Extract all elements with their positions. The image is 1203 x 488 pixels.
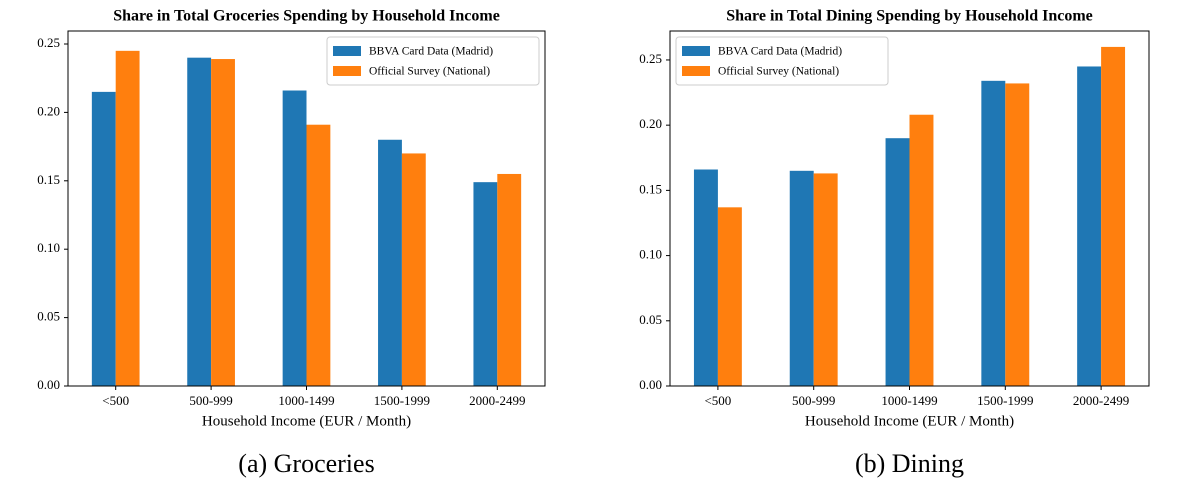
legend: BBVA Card Data (Madrid) Official Survey (… bbox=[326, 36, 540, 86]
y-tick-label: 0.25 bbox=[37, 35, 60, 50]
caption: (a) Groceries bbox=[238, 449, 374, 478]
x-tick-label: 2000-2499 bbox=[1073, 393, 1129, 408]
y-tick-label: 0.20 bbox=[639, 116, 662, 131]
y-tick-label: 0.20 bbox=[37, 103, 60, 118]
legend-swatch bbox=[682, 66, 710, 76]
y-tick-label: 0.00 bbox=[37, 377, 60, 392]
chart-title: Share in Total Groceries Spending by Hou… bbox=[113, 8, 500, 25]
x-tick-label: 1000-1499 bbox=[881, 393, 937, 408]
bar bbox=[789, 170, 814, 386]
y-tick-label: 0.05 bbox=[37, 309, 60, 324]
legend: BBVA Card Data (Madrid) Official Survey (… bbox=[675, 36, 889, 86]
x-tick-label: <500 bbox=[102, 393, 129, 408]
bar bbox=[282, 90, 307, 386]
y-tick-label: 0.00 bbox=[639, 377, 662, 392]
y-tick-label: 0.10 bbox=[37, 240, 60, 255]
x-tick-label: 1000-1499 bbox=[278, 393, 334, 408]
bar bbox=[401, 153, 426, 386]
plot-frame bbox=[669, 30, 1150, 387]
x-axis-label: Household Income (EUR / Month) bbox=[805, 413, 1014, 429]
x-tick-label: <500 bbox=[704, 393, 731, 408]
bar bbox=[717, 207, 742, 386]
bar bbox=[1077, 66, 1102, 387]
legend-box bbox=[326, 36, 540, 86]
chart-title: Share in Total Dining Spending by Househ… bbox=[726, 8, 1093, 25]
bar bbox=[693, 169, 718, 386]
x-tick-label: 1500-1999 bbox=[977, 393, 1033, 408]
plot-frame bbox=[67, 30, 546, 387]
x-tick-label: 1500-1999 bbox=[374, 393, 430, 408]
bar bbox=[115, 50, 140, 387]
legend-swatch bbox=[333, 46, 361, 56]
legend-swatch bbox=[333, 66, 361, 76]
legend-label: BBVA Card Data (Madrid) bbox=[369, 46, 493, 58]
y-tick-label: 0.10 bbox=[639, 247, 662, 262]
bar bbox=[885, 138, 910, 386]
x-tick-label: 2000-2499 bbox=[469, 393, 525, 408]
bar bbox=[981, 80, 1006, 387]
x-tick-label: 500-999 bbox=[792, 393, 835, 408]
legend-label: BBVA Card Data (Madrid) bbox=[718, 46, 842, 58]
legend-label: Official Survey (National) bbox=[369, 66, 490, 78]
x-tick-label: 500-999 bbox=[189, 393, 232, 408]
legend-label: Official Survey (National) bbox=[718, 66, 839, 78]
bar bbox=[909, 114, 934, 386]
bar bbox=[473, 182, 498, 386]
bar bbox=[306, 124, 331, 387]
legend-swatch bbox=[682, 46, 710, 56]
y-tick-label: 0.25 bbox=[639, 51, 662, 66]
bar bbox=[187, 57, 212, 386]
caption: (b) Dining bbox=[855, 449, 964, 478]
bar bbox=[497, 173, 522, 386]
y-tick-label: 0.05 bbox=[639, 312, 662, 327]
x-axis-label: Household Income (EUR / Month) bbox=[202, 413, 411, 429]
bar bbox=[91, 91, 116, 387]
bar bbox=[378, 139, 402, 386]
y-tick-label: 0.15 bbox=[639, 181, 662, 196]
y-tick-label: 0.15 bbox=[37, 172, 60, 187]
bar bbox=[813, 173, 838, 386]
bar bbox=[1101, 46, 1126, 386]
bar bbox=[1005, 83, 1030, 387]
bar bbox=[211, 59, 235, 387]
legend-box bbox=[675, 36, 889, 86]
